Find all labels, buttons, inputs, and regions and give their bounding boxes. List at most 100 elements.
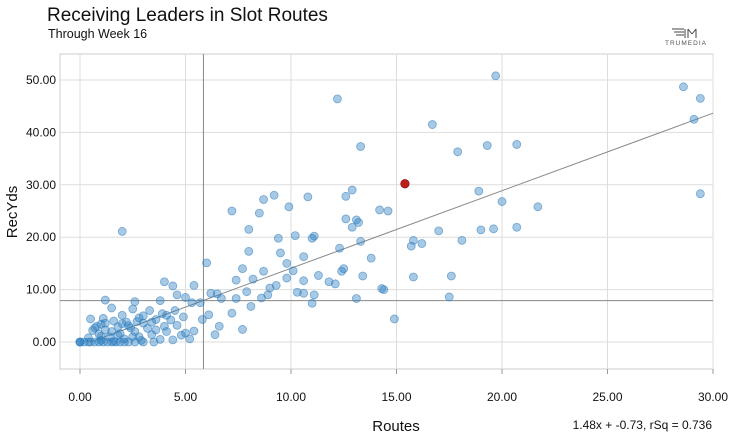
data-point — [457, 235, 467, 245]
data-point — [259, 266, 268, 276]
data-point — [126, 323, 136, 333]
data-point — [90, 323, 100, 333]
data-point — [290, 231, 300, 241]
data-point — [695, 93, 705, 103]
trumedia-logo: TRUMEDIA — [658, 28, 714, 50]
chart-title: Receiving Leaders in Slot Routes — [47, 5, 328, 26]
x-tick-label: 5.00 — [174, 390, 198, 404]
data-point — [358, 271, 368, 281]
data-point — [356, 236, 366, 246]
data-point — [299, 252, 309, 261]
data-point — [474, 186, 484, 196]
data-point — [282, 258, 292, 268]
data-point — [113, 330, 123, 340]
data-point — [427, 120, 437, 129]
data-point — [197, 315, 207, 324]
data-point — [352, 294, 361, 303]
trumedia-logo-icon — [672, 28, 697, 38]
data-point — [138, 311, 148, 321]
x-tick-label: 15.00 — [381, 390, 411, 404]
data-point — [238, 264, 247, 274]
highlight-group — [400, 179, 410, 189]
data-point — [389, 314, 399, 324]
data-point — [204, 310, 214, 320]
data-point — [379, 285, 389, 295]
y-tick-label: 30.00 — [26, 178, 56, 192]
data-point — [168, 281, 178, 291]
regression-equation: 1.48x + -0.73, rSq = 0.736 — [572, 418, 712, 432]
y-axis-title: RecYds — [4, 186, 21, 239]
data-point — [159, 277, 169, 287]
x-tick-labels: 0.00 5.00 10.00 15.00 20.00 25.00 30.00 — [68, 390, 728, 404]
data-point — [489, 224, 498, 234]
data-point — [132, 317, 142, 326]
data-point — [446, 271, 456, 281]
data-point — [453, 147, 463, 157]
x-axis-title: Routes — [372, 418, 420, 435]
data-point — [303, 192, 313, 202]
data-point — [307, 298, 317, 308]
data-point — [299, 288, 309, 298]
data-point — [170, 306, 180, 315]
data-point — [189, 281, 199, 290]
x-tick-label: 10.00 — [276, 390, 306, 404]
data-point — [333, 94, 342, 104]
data-point — [143, 323, 152, 333]
data-point — [695, 189, 705, 199]
data-point — [168, 335, 178, 345]
data-point — [330, 279, 340, 289]
data-point — [214, 321, 224, 331]
data-point — [242, 287, 252, 297]
data-point — [408, 272, 418, 282]
data-point — [159, 321, 169, 331]
data-point — [176, 330, 186, 340]
data-point — [375, 205, 385, 215]
data-point — [151, 315, 161, 324]
data-point — [497, 197, 507, 206]
data-point — [244, 224, 254, 234]
y-tick-label: 40.00 — [26, 125, 56, 139]
data-point — [84, 337, 93, 347]
data-point — [337, 266, 347, 276]
data-point — [434, 226, 444, 236]
data-point — [254, 208, 264, 218]
data-point — [335, 243, 344, 253]
data-point — [444, 292, 454, 302]
x-tick-label: 0.00 — [68, 390, 92, 404]
y-tick-label: 10.00 — [26, 283, 56, 297]
chart-subtitle: Through Week 16 — [48, 27, 148, 41]
x-tick-label: 25.00 — [592, 390, 622, 404]
data-point — [147, 317, 157, 327]
x-tick-label: 20.00 — [487, 390, 517, 404]
data-point — [86, 314, 95, 324]
data-points — [75, 71, 705, 347]
data-point — [216, 294, 226, 303]
data-point — [482, 141, 492, 150]
data-point — [189, 326, 199, 336]
y-tick-labels: 0.00 10.00 20.00 30.00 40.00 50.00 — [26, 73, 56, 349]
data-point — [227, 308, 237, 318]
data-point — [162, 327, 171, 336]
data-point — [273, 233, 283, 243]
trendline-group — [90, 112, 714, 343]
x-tick-label: 30.00 — [698, 390, 728, 404]
data-point — [181, 293, 190, 302]
data-point — [408, 235, 418, 245]
data-point — [202, 258, 212, 268]
data-point — [354, 218, 363, 227]
data-point — [366, 253, 376, 263]
data-point — [383, 206, 393, 216]
data-point — [309, 290, 319, 300]
data-point — [476, 225, 486, 235]
data-point — [341, 191, 351, 201]
data-point — [149, 337, 159, 347]
data-point — [195, 298, 205, 308]
data-point — [533, 202, 543, 212]
data-point — [356, 142, 366, 151]
data-point — [227, 206, 237, 216]
data-point — [307, 233, 317, 243]
data-point — [107, 303, 117, 313]
data-point — [259, 195, 268, 204]
data-point — [210, 330, 220, 340]
